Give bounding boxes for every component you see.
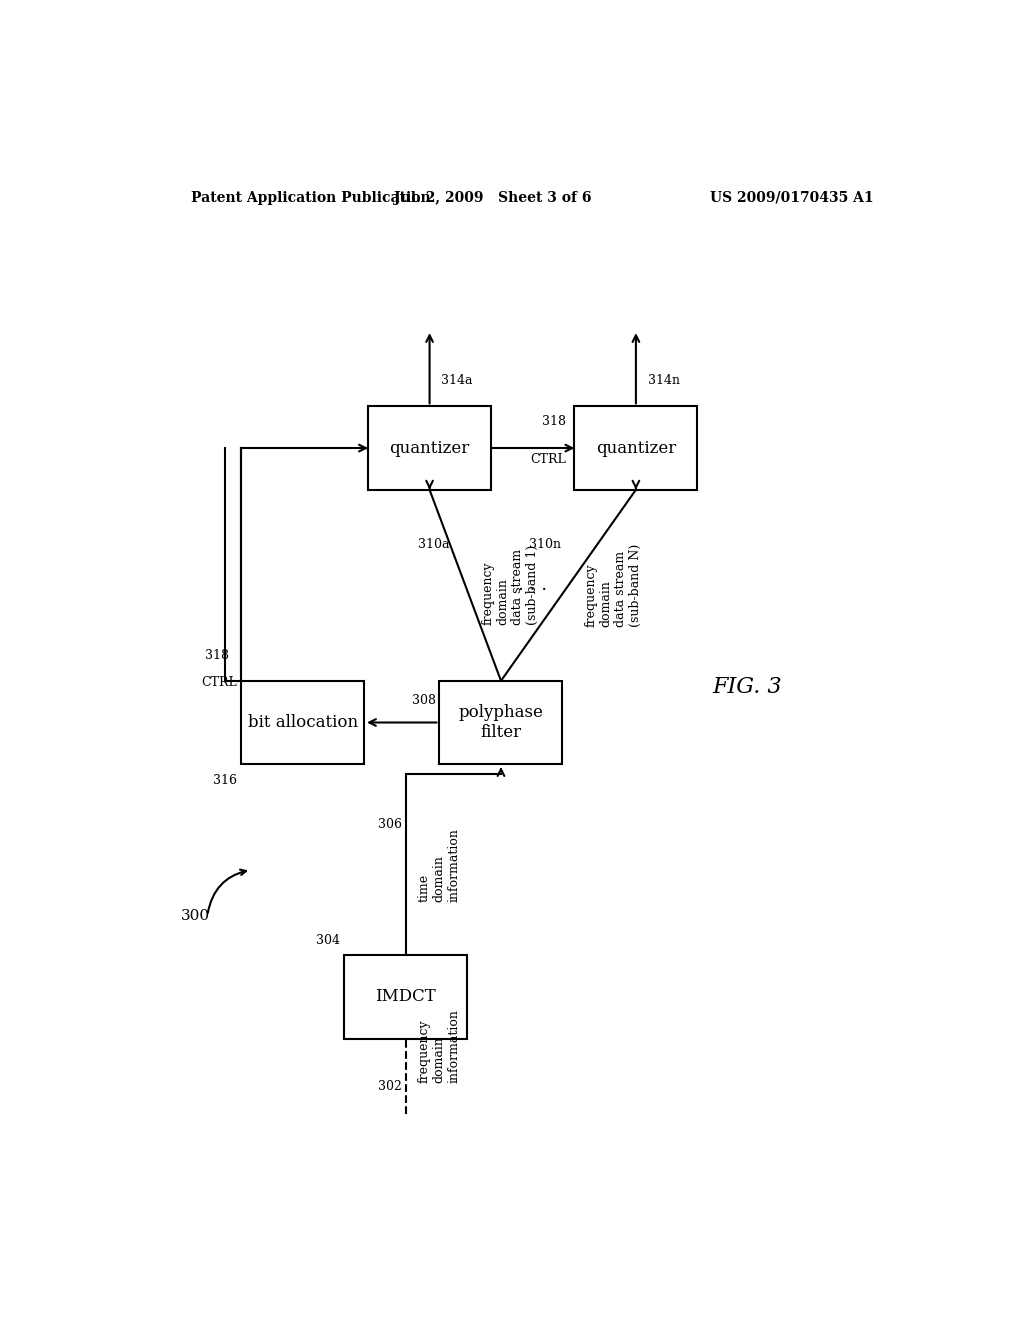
Text: 316: 316 (213, 775, 238, 787)
Text: 310n: 310n (528, 539, 560, 552)
Text: 318: 318 (543, 414, 566, 428)
Text: quantizer: quantizer (389, 440, 470, 457)
Text: 310a: 310a (418, 539, 450, 552)
Text: quantizer: quantizer (596, 440, 676, 457)
Text: time
domain
information: time domain information (418, 828, 461, 902)
Text: 314n: 314n (648, 375, 680, 388)
Text: 308: 308 (412, 694, 435, 708)
Text: US 2009/0170435 A1: US 2009/0170435 A1 (711, 191, 873, 205)
Text: 302: 302 (378, 1081, 401, 1093)
Bar (241, 681, 365, 764)
Text: polyphase
filter: polyphase filter (459, 704, 544, 741)
Text: 318: 318 (205, 649, 229, 661)
Text: CTRL: CTRL (202, 676, 238, 689)
Text: 314a: 314a (441, 375, 473, 388)
Bar (439, 681, 562, 764)
Text: Jul. 2, 2009   Sheet 3 of 6: Jul. 2, 2009 Sheet 3 of 6 (394, 191, 592, 205)
Text: FIG. 3: FIG. 3 (713, 676, 781, 698)
Text: bit allocation: bit allocation (248, 714, 357, 731)
Text: frequency
domain
data stream
(sub-band 1): frequency domain data stream (sub-band 1… (481, 545, 540, 626)
Text: 306: 306 (378, 817, 401, 830)
Bar (574, 407, 697, 490)
Text: frequency
domain
data stream
(sub-band N): frequency domain data stream (sub-band N… (585, 544, 642, 627)
Text: Patent Application Publication: Patent Application Publication (191, 191, 431, 205)
Bar (344, 956, 467, 1039)
Text: IMDCT: IMDCT (376, 989, 436, 1006)
Bar (368, 407, 492, 490)
Text: 304: 304 (316, 935, 340, 948)
Text: frequency
domain
information: frequency domain information (418, 1010, 461, 1084)
Text: . . .: . . . (518, 577, 547, 594)
Text: CTRL: CTRL (530, 453, 566, 466)
Text: 300: 300 (181, 908, 210, 923)
